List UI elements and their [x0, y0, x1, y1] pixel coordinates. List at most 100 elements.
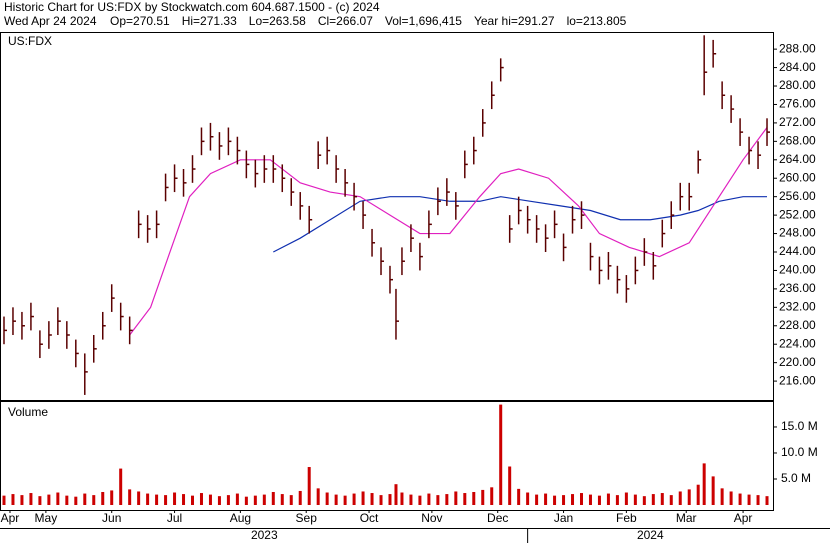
- volume-bar: [526, 492, 530, 505]
- volume-bar: [454, 491, 458, 505]
- volume-bar: [280, 494, 284, 505]
- volume-bar: [756, 495, 760, 505]
- x-tick-label: Aug: [230, 511, 251, 525]
- volume-bar: [370, 493, 374, 505]
- x-tick-label: Sep: [296, 511, 318, 525]
- volume-bar: [119, 468, 123, 505]
- volume-bar: [720, 488, 724, 505]
- volume-bar: [544, 493, 548, 505]
- volume-bar: [217, 496, 221, 505]
- volume-bar: [418, 495, 422, 505]
- volume-bar: [606, 493, 610, 505]
- volume-bar: [588, 494, 592, 505]
- y-tick-label: 232.00: [779, 299, 816, 313]
- stat: Cl=266.07: [318, 14, 373, 28]
- volume-bar: [615, 495, 619, 505]
- chart-title: Historic Chart for US:FDX by Stockwatch.…: [4, 0, 380, 14]
- volume-bar: [271, 491, 275, 505]
- volume-bar: [235, 493, 239, 505]
- v-tick-label: 10.0 M: [781, 445, 818, 459]
- y-tick-label: 248.00: [779, 226, 816, 240]
- y-tick-label: 244.00: [779, 244, 816, 258]
- volume-bar: [729, 491, 733, 505]
- stat: Vol=1,696,415: [385, 14, 462, 28]
- volume-bar: [110, 490, 114, 505]
- volume-bar: [535, 494, 539, 505]
- volume-bar: [436, 495, 440, 505]
- x-tick-label: Apr: [1, 511, 20, 525]
- volume-title: Volume: [8, 405, 48, 419]
- volume-bar: [191, 495, 195, 505]
- x-tick-label: Jan: [554, 511, 573, 525]
- volume-bar: [597, 495, 601, 505]
- volume-bar: [92, 495, 96, 505]
- stat: Lo=263.58: [249, 14, 306, 28]
- volume-bar: [394, 484, 398, 505]
- date: Wed Apr 24 2024: [4, 14, 97, 28]
- symbol: US:FDX: [8, 34, 52, 48]
- x-tick-label: Oct: [360, 511, 379, 525]
- x-tick-label: Jul: [167, 511, 182, 525]
- volume-bar: [334, 494, 338, 505]
- volume-bar: [463, 493, 467, 505]
- volume-bar: [660, 493, 664, 505]
- volume-bar: [262, 494, 266, 505]
- volume-bar: [562, 495, 566, 505]
- volume-bar: [253, 495, 257, 505]
- volume-bar: [146, 493, 150, 505]
- y-tick-label: 216.00: [779, 373, 816, 387]
- x-tick-label: Dec: [487, 511, 508, 525]
- ma-short: [129, 127, 768, 336]
- stat: Year hi=291.27: [474, 14, 555, 28]
- volume-bar: [65, 495, 69, 505]
- volume-bar: [669, 495, 673, 505]
- volume-bar: [128, 489, 132, 505]
- volume-bar: [571, 494, 575, 505]
- volume-bar: [738, 493, 742, 505]
- volume-bar: [379, 495, 383, 505]
- y-tick-label: 220.00: [779, 355, 816, 369]
- volume-bar: [553, 495, 557, 505]
- volume-bar: [490, 487, 494, 505]
- volume-bar: [182, 494, 186, 505]
- x-tick-label: Mar: [676, 511, 697, 525]
- y-tick-label: 272.00: [779, 115, 816, 129]
- volume-bar: [226, 495, 230, 505]
- volume-bar: [687, 489, 691, 505]
- v-tick-label: 5.0 M: [781, 471, 811, 485]
- volume-bar: [642, 496, 646, 505]
- volume-bar: [702, 463, 706, 505]
- volume-bar: [316, 488, 320, 505]
- volume-panel: [0, 401, 774, 511]
- stat: Op=270.51: [110, 14, 170, 28]
- volume-bar: [289, 495, 293, 505]
- volume-bar: [499, 404, 503, 505]
- y-tick-label: 224.00: [779, 336, 816, 350]
- stat: Hi=271.33: [182, 14, 237, 28]
- volume-bar: [624, 492, 628, 505]
- volume-bar: [29, 493, 33, 505]
- y-tick-label: 256.00: [779, 189, 816, 203]
- x-tick-label: May: [35, 511, 58, 525]
- volume-bar: [74, 496, 78, 505]
- x-tick-label: Nov: [421, 511, 442, 525]
- y-tick-label: 268.00: [779, 134, 816, 148]
- volume-bar: [633, 494, 637, 505]
- volume-bar: [747, 494, 751, 505]
- volume-bar: [579, 493, 583, 505]
- volume-bar: [208, 494, 212, 505]
- x-tick-label: Feb: [616, 511, 637, 525]
- volume-bar: [20, 495, 24, 505]
- volume-bar: [711, 476, 715, 505]
- volume-bar: [409, 494, 413, 505]
- stat: lo=213.805: [567, 14, 627, 28]
- x-tick-label: Jun: [102, 511, 121, 525]
- y-tick-label: 252.00: [779, 207, 816, 221]
- year-label: 2023: [251, 528, 278, 542]
- volume-bar: [427, 493, 431, 505]
- volume-bar: [472, 491, 476, 505]
- y-tick-label: 264.00: [779, 152, 816, 166]
- y-tick-label: 288.00: [779, 41, 816, 55]
- volume-bar: [155, 494, 159, 505]
